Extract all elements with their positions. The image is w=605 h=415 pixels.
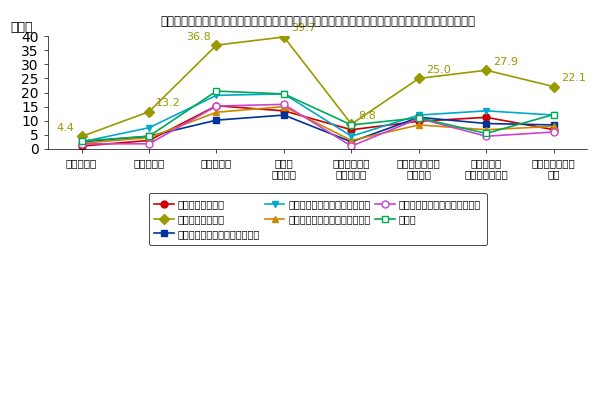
中年層共同生活者あり（男性） — [78, 139, 85, 144]
Line: 若年層共同生活者あり（男性）: 若年層共同生活者あり（男性） — [78, 112, 557, 145]
若年層共同生活者あり（男性） — [348, 139, 355, 144]
高齢層 — [550, 112, 557, 117]
中年層一人暮らし — [483, 68, 490, 73]
中年層共同生活者あり（男性） — [483, 108, 490, 113]
Text: 22.1: 22.1 — [561, 73, 586, 83]
中年層一人暮らし — [145, 109, 152, 114]
中年層一人暮らし — [78, 134, 85, 139]
中年層一人暮らし — [550, 84, 557, 89]
若年層共同生活者あり（女性） — [348, 138, 355, 143]
若年層共同生活者あり（女性） — [78, 141, 85, 146]
若年層共同生活者あり（女性） — [213, 110, 220, 115]
Text: 36.8: 36.8 — [186, 32, 211, 42]
若年層共同生活者あり（女性） — [483, 127, 490, 132]
中年層共同生活者あり（女性） — [483, 134, 490, 139]
高齢層 — [78, 139, 85, 144]
Text: 4.4: 4.4 — [56, 123, 74, 133]
Text: 8.8: 8.8 — [358, 110, 376, 120]
中年層共同生活者あり（男性） — [145, 125, 152, 130]
若年層一人暮らし — [550, 127, 557, 132]
中年層共同生活者あり（女性） — [280, 102, 287, 107]
高齢層 — [213, 89, 220, 94]
Line: 中年層共同生活者あり（女性）: 中年層共同生活者あり（女性） — [78, 101, 557, 149]
高齢層 — [415, 115, 422, 120]
若年層共同生活者あり（女性） — [550, 124, 557, 129]
Title: すべての不安項目について、「中年層１人暮らし」のグループの不安が他のグループよりも高い傾向: すべての不安項目について、「中年層１人暮らし」のグループの不安が他のグループより… — [160, 15, 475, 28]
中年層共同生活者あり（男性） — [280, 91, 287, 96]
若年層共同生活者あり（男性） — [213, 118, 220, 123]
中年層共同生活者あり（男性） — [550, 112, 557, 117]
若年層共同生活者あり（男性） — [78, 139, 85, 144]
若年層共同生活者あり（男性） — [415, 115, 422, 120]
若年層共同生活者あり（女性） — [145, 135, 152, 140]
高齢層 — [145, 134, 152, 139]
若年層一人暮らし — [483, 115, 490, 120]
中年層共同生活者あり（男性） — [213, 93, 220, 98]
Text: 39.7: 39.7 — [291, 23, 316, 33]
若年層共同生活者あり（女性） — [280, 104, 287, 109]
若年層共同生活者あり（男性） — [145, 134, 152, 139]
若年層一人暮らし — [213, 103, 220, 108]
若年層一人暮らし — [348, 127, 355, 132]
Line: 高齢層: 高齢層 — [78, 88, 557, 144]
Text: 13.2: 13.2 — [156, 98, 181, 108]
若年層一人暮らし — [145, 138, 152, 143]
若年層共同生活者あり（男性） — [483, 121, 490, 126]
若年層一人暮らし — [280, 108, 287, 113]
若年層共同生活者あり（男性） — [550, 122, 557, 127]
Line: 若年層一人暮らし: 若年層一人暮らし — [78, 102, 557, 149]
中年層共同生活者あり（男性） — [415, 112, 422, 117]
Text: 25.0: 25.0 — [426, 65, 451, 75]
中年層一人暮らし — [213, 43, 220, 48]
中年層共同生活者あり（男性） — [348, 134, 355, 139]
中年層共同生活者あり（女性） — [145, 142, 152, 146]
中年層共同生活者あり（女性） — [213, 104, 220, 109]
若年層共同生活者あり（女性） — [415, 122, 422, 127]
Legend: 若年層一人暮らし, 中年層一人暮らし, 若年層共同生活者あり（男性）, 中年層共同生活者あり（男性）, 若年層共同生活者あり（女性）, 中年層共同生活者あり（女: 若年層一人暮らし, 中年層一人暮らし, 若年層共同生活者あり（男性）, 中年層共… — [149, 193, 487, 244]
中年層共同生活者あり（女性） — [348, 144, 355, 149]
Text: 27.9: 27.9 — [493, 57, 518, 67]
Line: 中年層共同生活者あり（男性）: 中年層共同生活者あり（男性） — [78, 90, 557, 145]
高齢層 — [483, 131, 490, 136]
若年層一人暮らし — [78, 144, 85, 149]
Line: 若年層共同生活者あり（女性）: 若年層共同生活者あり（女性） — [78, 103, 557, 147]
中年層共同生活者あり（女性） — [550, 129, 557, 134]
若年層共同生活者あり（男性） — [280, 112, 287, 117]
中年層一人暮らし — [348, 122, 355, 127]
中年層共同生活者あり（女性） — [78, 142, 85, 146]
Text: （％）: （％） — [10, 21, 33, 34]
高齢層 — [348, 122, 355, 127]
中年層一人暮らし — [280, 34, 287, 39]
若年層一人暮らし — [415, 119, 422, 124]
Line: 中年層一人暮らし: 中年層一人暮らし — [78, 34, 557, 140]
中年層一人暮らし — [415, 76, 422, 81]
高齢層 — [280, 91, 287, 96]
中年層共同生活者あり（女性） — [415, 116, 422, 121]
